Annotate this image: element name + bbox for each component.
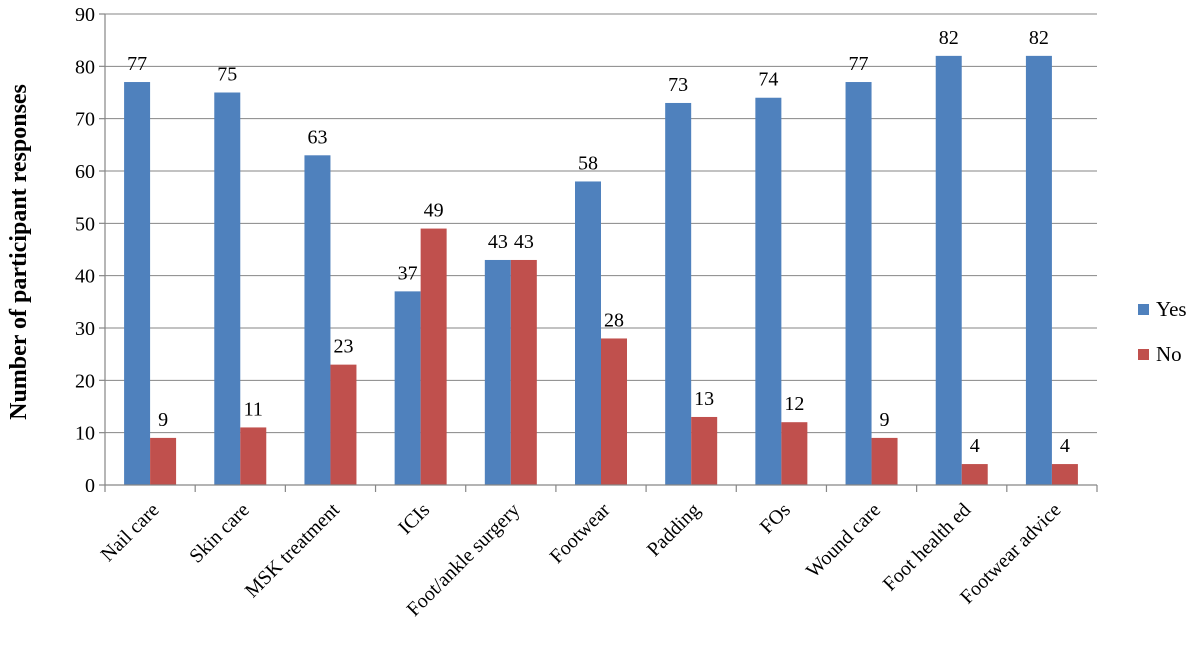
x-tick-label: Wound care xyxy=(802,499,885,582)
data-label-yes: 74 xyxy=(758,69,778,91)
x-tick-label: ICIs xyxy=(394,499,434,539)
x-tick-label: Skin care xyxy=(185,499,254,568)
data-label-no: 4 xyxy=(1060,435,1070,457)
bar-no xyxy=(240,427,267,485)
bar-yes xyxy=(214,92,241,485)
data-label-no: 12 xyxy=(784,393,804,415)
y-tick-label: 50 xyxy=(75,213,95,235)
y-tick-label: 80 xyxy=(75,56,95,78)
data-label-no: 49 xyxy=(424,200,444,222)
bar-yes xyxy=(575,181,601,485)
data-label-no: 4 xyxy=(970,435,980,457)
legend-swatch-no xyxy=(1138,349,1149,360)
bar-no xyxy=(330,364,357,485)
data-label-yes: 77 xyxy=(849,53,869,75)
bar-yes xyxy=(845,82,872,486)
bars xyxy=(124,55,1078,486)
legend-label-yes: Yes xyxy=(1156,297,1187,321)
data-label-yes: 43 xyxy=(488,231,508,253)
x-tick-label: FOs xyxy=(756,499,795,538)
data-label-yes: 82 xyxy=(1029,27,1049,49)
bar-yes xyxy=(304,155,331,486)
data-label-yes: 63 xyxy=(307,126,327,148)
data-labels: 77 75 63 37 43 58 73 74 77 82 82 9 11 23 49 43 28 13 12 9 4 4 xyxy=(127,27,1070,457)
legend-swatch-yes xyxy=(1138,304,1149,315)
bar-no xyxy=(420,228,447,486)
bar-no xyxy=(961,464,988,485)
y-tick-label: 20 xyxy=(75,370,95,392)
bar-yes xyxy=(124,82,151,486)
bar-yes xyxy=(1025,55,1052,485)
x-tick-label: Footwear xyxy=(546,499,615,568)
bar-no xyxy=(601,338,627,485)
legend: Yes No xyxy=(1138,297,1187,366)
data-label-no: 13 xyxy=(694,388,714,410)
y-tick-label: 30 xyxy=(75,318,95,340)
bar-yes xyxy=(755,97,782,485)
x-tick-label: Padding xyxy=(643,499,705,561)
y-tick-label: 40 xyxy=(75,266,95,288)
y-tick-label: 10 xyxy=(75,423,95,445)
data-label-no: 28 xyxy=(604,309,624,331)
bar-yes xyxy=(665,102,692,485)
bar-yes xyxy=(484,259,511,485)
y-tick-label: 60 xyxy=(75,161,95,183)
y-tick-label: 90 xyxy=(75,4,95,26)
bar-no xyxy=(691,416,718,485)
bar-no xyxy=(510,259,537,485)
x-tick-label: MSK treatment xyxy=(241,499,344,602)
data-label-yes: 73 xyxy=(668,74,688,96)
bar-no xyxy=(781,422,808,485)
y-tick-label: 0 xyxy=(85,475,95,497)
y-tick-label: 70 xyxy=(75,109,95,131)
data-label-yes: 37 xyxy=(398,262,418,284)
x-tick-label: Nail care xyxy=(97,499,164,566)
y-axis-title: Number of participant responses xyxy=(6,84,32,420)
x-tick-label: Foot health ed xyxy=(879,499,975,595)
data-label-no: 11 xyxy=(244,398,263,420)
data-label-no: 23 xyxy=(333,336,353,358)
bar-yes xyxy=(935,55,962,485)
data-label-no: 9 xyxy=(158,409,168,431)
legend-label-no: No xyxy=(1156,342,1182,366)
data-label-no: 9 xyxy=(880,409,890,431)
data-label-yes: 58 xyxy=(578,152,598,174)
data-label-yes: 75 xyxy=(217,64,237,86)
bar-yes xyxy=(394,291,421,485)
data-label-yes: 77 xyxy=(127,53,147,75)
data-label-no: 43 xyxy=(514,231,534,253)
bar-no xyxy=(1051,464,1078,485)
bar-no xyxy=(150,437,177,485)
data-label-yes: 82 xyxy=(939,27,959,49)
bar-no xyxy=(871,437,898,485)
